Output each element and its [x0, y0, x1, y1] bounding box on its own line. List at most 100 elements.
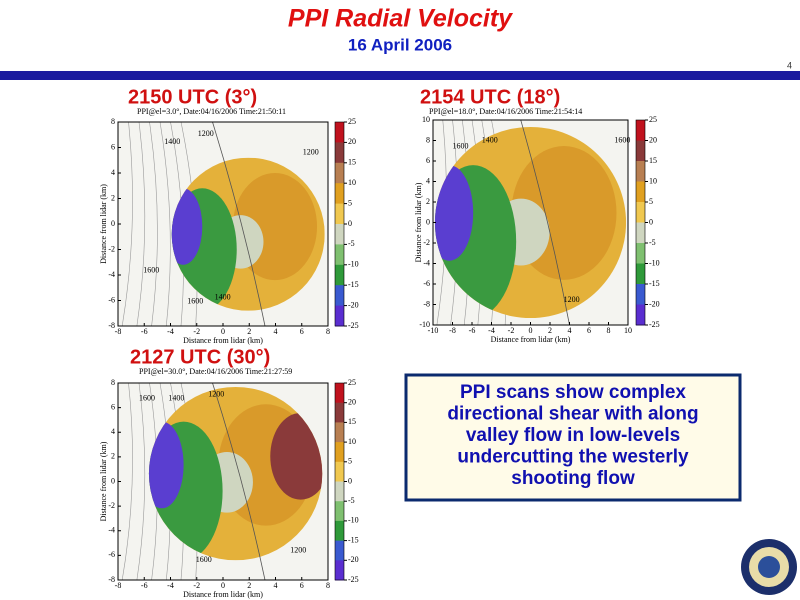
colorbar-label: 15 [649, 156, 657, 165]
colorbar-label: 0 [348, 476, 352, 485]
x-tick-label: -2 [193, 581, 200, 590]
colorbar-segment [636, 304, 645, 326]
x-tick-label: -10 [428, 326, 439, 335]
y-tick-label: -10 [419, 320, 430, 329]
colorbar-label: 20 [348, 137, 356, 146]
x-tick-label: 8 [326, 327, 330, 336]
colorbar-segment [335, 383, 344, 404]
colorbar-label: -10 [348, 516, 359, 525]
colorbar-label: 5 [348, 457, 352, 466]
panel-caption: PPI@el=30.0°, Date:04/16/2006 Time:21:27… [139, 367, 292, 376]
colorbar-label: -25 [348, 575, 359, 584]
x-tick-label: -4 [488, 326, 495, 335]
colorbar-segment [335, 501, 344, 522]
y-tick-label: 2 [426, 197, 430, 206]
colorbar-label: -25 [649, 320, 660, 329]
terrain-contour [121, 382, 133, 581]
y-tick-label: -2 [108, 244, 115, 253]
y-tick-label: -4 [423, 258, 430, 267]
colorbar-label: 15 [348, 158, 356, 167]
y-tick-label: -4 [108, 270, 115, 279]
colorbar-label: -5 [649, 238, 656, 247]
colorbar-label: 10 [348, 178, 356, 187]
y-tick-label: -6 [108, 550, 115, 559]
x-tick-label: -8 [115, 327, 122, 336]
seal [741, 539, 797, 595]
contour-label: 1200 [564, 295, 580, 304]
colorbar-label: 15 [348, 417, 356, 426]
x-tick-label: 8 [607, 326, 611, 335]
colorbar-label: 0 [348, 219, 352, 228]
panel-caption: PPI@el=18.0°, Date:04/16/2006 Time:21:54… [429, 107, 582, 116]
y-tick-label: 0 [426, 217, 430, 226]
terrain-contour [159, 121, 171, 327]
y-tick-label: 8 [426, 135, 430, 144]
colorbar-segment [636, 161, 645, 182]
colorbar-segment [335, 305, 344, 327]
colorbar-segment [636, 243, 645, 264]
colorbar-label: -10 [348, 260, 359, 269]
x-tick-label: -4 [167, 581, 174, 590]
colorbar-segment [335, 422, 344, 443]
contour-label: 1600 [187, 296, 203, 305]
colorbar-segment [335, 481, 344, 502]
contour-label: 1600 [143, 266, 159, 275]
y-tick-label: 0 [111, 219, 115, 228]
contour-label: 1400 [164, 137, 180, 146]
contour-label: 1200 [303, 147, 319, 156]
colorbar-label: 25 [649, 115, 657, 124]
slide-title: PPI Radial Velocity [288, 5, 513, 33]
colorbar-segment [335, 560, 344, 581]
panel-caption: PPI@el=3.0°, Date:04/16/2006 Time:21:50:… [137, 107, 286, 116]
contour-label: 1600 [196, 555, 212, 564]
y-tick-label: 8 [111, 117, 115, 126]
colorbar-segment [335, 183, 344, 205]
terrain-contour [136, 382, 146, 581]
seal-center [758, 556, 780, 578]
y-axis-label: Distance from lidar (km) [414, 182, 423, 262]
x-axis-label: Distance from lidar (km) [491, 335, 571, 344]
colorbar-segment [636, 202, 645, 223]
colorbar-segment [335, 122, 344, 143]
y-tick-label: -8 [423, 299, 430, 308]
callout-box [404, 373, 742, 502]
colorbar-label: -5 [348, 496, 355, 505]
panel-heading: 2150 UTC (3°) [128, 86, 257, 108]
radar-panel: 2127 UTC (30°)PPI@el=30.0°, Date:04/16/2… [99, 346, 359, 599]
y-tick-label: -6 [108, 295, 115, 304]
colorbar-segment [335, 461, 344, 482]
colorbar-segment [335, 442, 344, 463]
colorbar-label: 10 [348, 437, 356, 446]
y-tick-label: -6 [423, 279, 430, 288]
contour-label: 1600 [139, 394, 155, 403]
y-tick-label: 2 [111, 193, 115, 202]
colorbar-segment [335, 520, 344, 542]
colorbar-segment [335, 285, 344, 307]
x-tick-label: 0 [529, 326, 533, 335]
callout-line: shooting flow [511, 468, 635, 489]
river-line [212, 121, 266, 327]
slide-subtitle: 16 April 2006 [348, 35, 452, 54]
y-tick-label: 10 [422, 115, 430, 124]
terrain-contour [121, 121, 133, 327]
x-tick-label: -2 [193, 327, 200, 336]
terrain-contour [149, 121, 158, 327]
x-tick-label: 4 [274, 581, 278, 590]
radar-image [434, 126, 627, 319]
colorbar-label: 20 [348, 398, 356, 407]
contour-label: 1200 [208, 390, 224, 399]
colorbar-label: -20 [348, 300, 359, 309]
x-tick-label: 10 [624, 326, 632, 335]
y-tick-label: -2 [108, 501, 115, 510]
y-tick-label: -2 [423, 238, 430, 247]
colorbar-segment [636, 263, 645, 285]
colorbar-segment [335, 162, 344, 184]
colorbar-segment [335, 224, 344, 245]
colorbar-label: -20 [649, 299, 660, 308]
contour-label: 1400 [168, 394, 184, 403]
x-tick-label: -6 [141, 581, 148, 590]
colorbar-segment [335, 264, 344, 286]
colorbar-segment [636, 222, 645, 244]
x-tick-label: -4 [167, 327, 174, 336]
